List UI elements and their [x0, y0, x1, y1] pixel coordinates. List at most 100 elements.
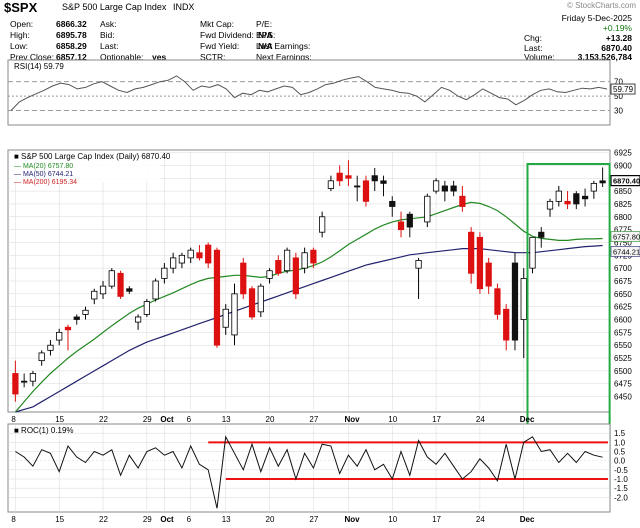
candle-body — [397, 221, 405, 231]
quote-label: Last Earnings: — [256, 41, 311, 51]
roc-x-tick-label: 24 — [476, 515, 485, 524]
candle-body — [143, 301, 150, 315]
quote-value: 6858.29 — [56, 41, 87, 51]
quote-label: EPS: — [256, 30, 276, 40]
price-x-tick-label: 22 — [99, 415, 108, 424]
candle-body — [599, 180, 606, 184]
candle-body — [424, 195, 431, 223]
candle-body — [494, 288, 501, 315]
price-tick-label: 6650 — [614, 290, 632, 299]
last-label: Last: — [524, 43, 543, 53]
roc-x-tick-label: 27 — [309, 515, 318, 524]
candle-body — [538, 231, 545, 238]
price-tick-label: 6675 — [614, 277, 632, 286]
candle-body — [292, 257, 299, 295]
price-tick-label: 6625 — [614, 303, 632, 312]
roc-x-tick-label: 8 — [11, 515, 16, 524]
ma20-line — [14, 201, 603, 413]
quote-value: 6857.12 — [56, 52, 87, 62]
candle-body — [485, 262, 492, 287]
candle-body — [371, 175, 378, 182]
instrument-fullname: S&P 500 Large Cap Index — [62, 2, 167, 12]
price-x-tick-label: 20 — [266, 415, 275, 424]
price-x-tick-label: 10 — [388, 415, 397, 424]
quote-label: Last: — [100, 41, 119, 51]
roc-x-tick-label: 22 — [99, 515, 108, 524]
price-tick-label: 6750 — [614, 238, 632, 247]
ma-legend-entry: — MA(20) 6757.80 — [14, 163, 73, 170]
candle-body — [29, 373, 37, 382]
quote-header: $SPX S&P 500 Large Cap Index INDX © Stoc… — [0, 0, 640, 62]
candle-body — [336, 172, 343, 182]
candle-body — [99, 285, 107, 295]
rsi-tick-label: 50 — [614, 92, 623, 101]
candle-body — [546, 200, 554, 210]
roc-tick-label: -0.5 — [614, 466, 628, 475]
roc-tick-label: -1.0 — [614, 475, 628, 484]
price-x-tick-label: 24 — [476, 415, 485, 424]
instrument-name: S&P 500 Large Cap Index INDX — [62, 2, 194, 12]
quote-label: Low: — [10, 41, 28, 51]
quote-label: Fwd Yield: — [200, 41, 240, 51]
candle-body — [47, 344, 54, 351]
chg-value: +13.28 — [605, 33, 632, 43]
quote-label: Mkt Cap: — [200, 19, 235, 29]
price-tick-label: 6500 — [614, 367, 632, 376]
roc-x-tick-label: 13 — [222, 515, 231, 524]
candle-body — [573, 193, 580, 205]
price-tick-label: 6475 — [614, 380, 632, 389]
price-tick-label: 6775 — [614, 226, 632, 235]
chg-label: Chg: — [524, 33, 542, 43]
price-tag-label: 6757.80 — [613, 232, 640, 241]
roc-x-tick-label: 15 — [55, 515, 64, 524]
candle-body — [134, 316, 142, 323]
candle-body — [459, 195, 466, 207]
roc-x-tick-label: 6 — [187, 515, 192, 524]
price-tick-label: 6900 — [614, 161, 632, 170]
candle-body — [310, 249, 317, 264]
price-tick-label: 6575 — [614, 328, 632, 337]
candle-body — [564, 200, 571, 205]
candle-body — [213, 249, 221, 346]
candle-body — [231, 293, 238, 336]
price-x-tick-label: 27 — [309, 415, 318, 424]
ma-legend-entry: — MA(200) 6195.34 — [14, 179, 77, 186]
candle-body — [503, 308, 510, 341]
price-tick-label: 6700 — [614, 264, 632, 273]
candle-body — [248, 288, 256, 318]
quote-label: Open: — [10, 19, 34, 29]
roc-tick-label: -1.5 — [614, 484, 628, 493]
roc-x-tick-label: 17 — [432, 515, 441, 524]
price-x-tick-label: Dec — [520, 415, 535, 424]
price-tick-label: 6450 — [614, 393, 632, 402]
quote-label: Prev Close: — [10, 52, 54, 62]
price-tag-label: 6870.40 — [613, 177, 640, 186]
candle-body — [257, 285, 264, 313]
rsi-tick-label: 30 — [614, 107, 623, 116]
quote-value: 6866.32 — [56, 19, 87, 29]
price-tick-label: 6550 — [614, 341, 632, 350]
candle-body — [354, 185, 361, 188]
candle-body — [64, 326, 72, 331]
roc-line — [15, 435, 603, 509]
ticker-symbol: $SPX — [4, 0, 38, 15]
roc-x-tick-label: 29 — [143, 515, 152, 524]
price-tick-label: 6600 — [614, 316, 632, 325]
candle-body — [468, 231, 475, 274]
candle-body — [450, 185, 457, 192]
candle-body — [581, 195, 589, 200]
rsi-current-tag — [610, 83, 636, 95]
rsi-title: RSI(14) 59.79 — [14, 62, 64, 71]
candle-body — [283, 249, 291, 272]
candle-body — [73, 316, 80, 320]
candle-body — [520, 278, 527, 320]
instrument-exchange: INDX — [172, 2, 195, 12]
price-tick-label: 6800 — [614, 213, 632, 222]
candle-body — [511, 262, 519, 341]
legend-bg — [10, 152, 160, 182]
candle-body — [240, 262, 247, 295]
roc-panel-frame — [7, 423, 611, 513]
candle-body — [529, 236, 536, 269]
candle-body — [275, 260, 282, 274]
